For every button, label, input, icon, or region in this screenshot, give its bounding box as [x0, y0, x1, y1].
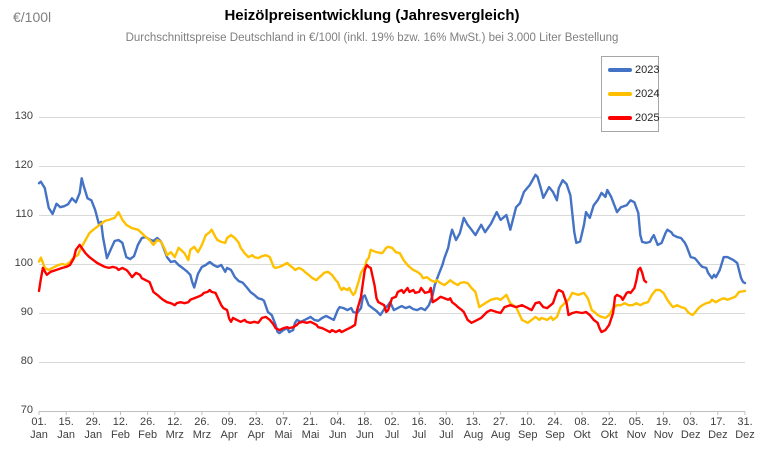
x-tick-label-03Dez: 03. Dez	[680, 416, 701, 441]
chart-subtitle: Durchschnittspreise Deutschland in €/100…	[125, 32, 619, 44]
legend-label: 2023	[635, 64, 660, 76]
chart-title: Heizölpreisentwicklung (Jahresvergleich)	[224, 7, 520, 24]
y-tick-label-110: 110	[15, 208, 33, 220]
x-tick-label-21Mai: 21. Mai	[301, 416, 320, 441]
legend: 2023 2024 2025	[601, 56, 659, 132]
y-tick-label-80: 80	[20, 355, 33, 367]
x-tick-label-12Feb: 12. Feb	[110, 416, 130, 441]
y-tick-label-90: 90	[20, 306, 33, 318]
x-tick-label-18Jun: 18. Jun	[355, 416, 374, 441]
legend-line-swatch-2024	[608, 92, 632, 96]
series-line-2024	[37, 210, 747, 324]
x-tick-label-26Feb: 26. Feb	[138, 416, 158, 441]
x-tick-label-04Jun: 04. Jun	[328, 416, 347, 441]
x-tick-label-08Okt: 08. Okt	[573, 416, 591, 441]
y-tick-label-130: 130	[14, 110, 33, 122]
x-tick-label-13Aug: 13. Aug	[463, 416, 484, 441]
x-tick-label-27Aug: 27. Aug	[490, 416, 511, 441]
legend-entry-2024: 2024	[608, 87, 660, 101]
legend-label: 2024	[635, 88, 660, 100]
x-tick-label-29Jan: 29. Jan	[84, 416, 103, 441]
x-tick-label-19Nov: 19. Nov	[653, 416, 674, 441]
x-tick-label-01Jan: 01. Jan	[30, 416, 48, 441]
y-axis-unit-label: €/100l	[13, 9, 52, 25]
y-tick-label-120: 120	[14, 159, 33, 171]
x-tick-label-16Jul: 16. Jul	[411, 416, 427, 441]
x-tick-label-09Apr: 09. Apr	[220, 416, 238, 441]
x-tick-label-22Okt: 22. Okt	[600, 416, 618, 441]
legend-entry-2023: 2023	[608, 63, 660, 77]
y-tick-label-100: 100	[14, 257, 33, 269]
x-tick-label-02Jul: 02. Jul	[384, 416, 400, 441]
x-tick-label-30Jul: 30. Jul	[438, 416, 454, 441]
x-tick-label-05Nov: 05. Nov	[626, 416, 647, 441]
x-tick-label-10Sep: 10. Sep	[517, 416, 538, 441]
series-line-2023	[37, 173, 747, 335]
x-tick-label-17Dez: 17. Dez	[708, 416, 728, 441]
x-tick-label-26Mrz: 26. Mrz	[192, 416, 212, 441]
legend-line-swatch-2025	[608, 116, 632, 120]
x-tick-label-23Apr: 23. Apr	[247, 416, 265, 441]
x-tick-label-12Mrz: 12. Mrz	[165, 416, 184, 441]
x-tick-label-31Dez: 31. Dez	[735, 416, 755, 441]
x-tick-label-15Jan: 15. Jan	[57, 416, 76, 441]
legend-label: 2025	[635, 112, 660, 124]
x-tick-label-24Sep: 24. Sep	[545, 416, 565, 441]
legend-line-swatch-2023	[608, 68, 632, 72]
y-tick-label-70: 70	[20, 404, 33, 416]
x-tick-label-07Mai: 07. Mai	[274, 416, 293, 441]
legend-entry-2025: 2025	[608, 111, 660, 125]
series-line-2025	[37, 243, 648, 334]
